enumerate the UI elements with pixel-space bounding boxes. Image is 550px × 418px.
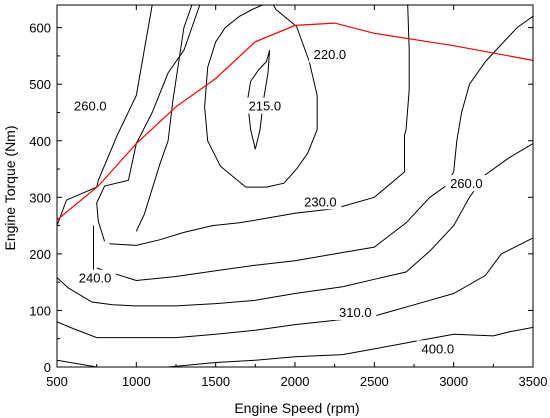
y-axis-title: Engine Torque (Nm) <box>2 125 18 250</box>
y-tick-label: 600 <box>29 21 51 36</box>
contour-label-6: 310.0 <box>339 305 372 320</box>
contour-line-230-0-4 <box>109 5 410 246</box>
contour-line-240-0-5 <box>96 15 533 282</box>
y-tick-label: 300 <box>29 190 51 205</box>
contour-line-230-0-2 <box>96 5 201 242</box>
contour-label-bg <box>308 46 351 63</box>
contour-line-260-0-7 <box>57 5 153 226</box>
y-tick-label: 400 <box>29 134 51 149</box>
contour-line-220-0-1 <box>204 5 318 188</box>
y-tick-label: 200 <box>29 247 51 262</box>
contour-label-bg <box>334 304 377 321</box>
contour-label-bg <box>69 97 112 114</box>
y-tick-label: 0 <box>44 360 51 375</box>
contour-line-260-0-6 <box>57 143 533 307</box>
contour-lines <box>57 5 533 367</box>
x-tick-label: 2500 <box>360 374 389 389</box>
contour-labels: 260.0 215.0 220.0 230.0 260.0 240.0 310.0 400.0 <box>69 46 488 357</box>
contour-label-bg <box>74 269 117 286</box>
contour-label-0: 260.0 <box>74 99 107 114</box>
contour-line-310-0-9 <box>57 237 533 339</box>
contour-label-bg <box>416 340 459 357</box>
contour-label-2: 220.0 <box>314 47 347 62</box>
axes: 500 1000 1500 2000 2500 3000 3500 0 100 200 300 400… <box>29 4 548 389</box>
x-axis-title: Engine Speed (rpm) <box>234 400 359 416</box>
contour-line-400-0-11 <box>168 326 533 367</box>
max-torque-curve <box>57 22 533 221</box>
contour-line-230-0-3 <box>135 5 193 232</box>
contour-line-400-0-10 <box>57 359 97 367</box>
y-tick-label: 100 <box>29 303 51 318</box>
contour-label-bg <box>243 97 286 114</box>
contour-label-7: 400.0 <box>422 341 455 356</box>
x-tick-label: 1000 <box>122 374 151 389</box>
x-tick-label: 500 <box>46 374 68 389</box>
contour-label-4: 260.0 <box>450 176 483 191</box>
contour-label-3: 230.0 <box>304 194 337 209</box>
x-tick-label: 3000 <box>439 374 468 389</box>
x-tick-label: 3500 <box>519 374 548 389</box>
contour-label-bg <box>299 193 342 210</box>
contour-label-1: 215.0 <box>249 99 282 114</box>
max-torque-line <box>57 22 533 221</box>
x-tick-label: 2000 <box>281 374 310 389</box>
y-tick-label: 500 <box>29 77 51 92</box>
x-tick-label: 1500 <box>201 374 230 389</box>
contour-label-5: 240.0 <box>79 271 112 286</box>
contour-label-bg <box>445 175 488 192</box>
